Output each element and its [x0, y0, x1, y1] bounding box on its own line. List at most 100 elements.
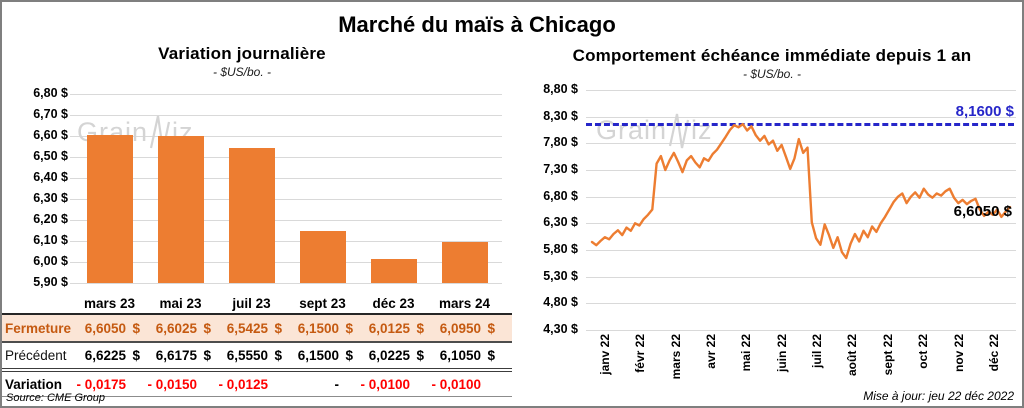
cell-currency: $ [345, 320, 353, 336]
cell-currency: $ [132, 348, 140, 363]
cell-currency: $ [203, 348, 211, 363]
cell-value: 6,5425 [226, 320, 268, 336]
gridline [586, 223, 1016, 225]
gridline [70, 157, 502, 158]
table-cell: - [287, 377, 358, 392]
column-header: mai 23 [159, 295, 202, 311]
table-cell: 6,6050 $ [74, 321, 145, 336]
column-header: déc 23 [372, 295, 415, 311]
y-tick-label: 8,80 $ [543, 82, 578, 96]
y-tick-label: 6,80 $ [33, 86, 68, 100]
gridline [70, 199, 502, 200]
table-cell: - 0,0150 [145, 377, 216, 392]
x-tick-label: juin 22 [774, 334, 789, 373]
table-cell: 6,0125 $ [358, 321, 429, 336]
column-header: mars 23 [83, 295, 136, 311]
y-tick-label: 6,60 $ [33, 128, 68, 142]
table-header-row: mars 23 mai 23 juil 23 sept 23 déc 23 mars 24 [2, 293, 512, 313]
y-tick-label: 6,30 $ [543, 215, 578, 230]
gridline [70, 136, 502, 137]
bar-déc-23 [370, 259, 417, 283]
y-tick-label: 6,10 $ [33, 233, 68, 247]
table-cell: - 0,0125 [216, 377, 287, 392]
cell-value: - 0,0100 [431, 376, 481, 392]
gridline [70, 262, 502, 263]
update-note: Mise à jour: jeu 22 déc 2022 [863, 389, 1014, 403]
gridline [70, 220, 502, 221]
y-tick-label: 5,30 $ [543, 268, 578, 283]
line-chart-subtitle: - $US/bo. - [742, 67, 802, 81]
line-chart-title: Comportement échéance immédiate depuis 1… [572, 46, 972, 65]
cell-value: 6,5550 [226, 348, 268, 363]
page-title: Marché du maïs à Chicago [338, 12, 616, 37]
x-tick-label: janv 22 [598, 334, 612, 375]
cell-value: - 0,0125 [218, 376, 268, 392]
cell-value: 6,6175 [155, 348, 197, 363]
bar-chart-subtitle: - $US/bo. - [212, 65, 272, 79]
y-tick-label: 5,90 $ [33, 275, 68, 289]
gridline [586, 303, 1016, 305]
cell-value: 6,0950 [439, 320, 481, 336]
reference-dashed-line [586, 122, 1014, 126]
x-tick-label: mars 22 [668, 334, 683, 380]
futures-quote-table: mars 23 mai 23 juil 23 sept 23 déc 23 mars 24… [2, 293, 512, 397]
cell-value: 6,1050 [439, 348, 481, 363]
cell-currency: $ [487, 320, 495, 336]
cell-value: - 0,0150 [147, 376, 197, 392]
x-tick-label: mai 22 [739, 334, 754, 372]
cell-currency: $ [487, 348, 495, 363]
table-cell: 6,5425 $ [216, 321, 287, 336]
cell-value: - [334, 376, 340, 392]
row-label-fermeture: Fermeture [5, 320, 72, 336]
gridline [586, 196, 1016, 198]
table-cell: - 0,0100 [429, 377, 500, 392]
table-cell: 6,6225 $ [74, 348, 145, 363]
gridline [586, 116, 1016, 118]
cell-currency: $ [416, 348, 424, 363]
bar-juil-23 [228, 148, 275, 283]
cell-value: 6,6050 [84, 320, 126, 336]
cell-currency: $ [274, 320, 282, 336]
x-tick-label: nov 22 [951, 334, 966, 373]
y-tick-label: 5,80 $ [543, 242, 578, 256]
table-cell: 6,0950 $ [429, 321, 500, 336]
y-tick-label: 6,70 $ [33, 107, 68, 121]
y-tick-label: 4,30 $ [543, 322, 578, 336]
y-tick-label: 7,80 $ [543, 135, 578, 150]
last-price-label: 6,6050 $ [953, 203, 1012, 221]
bar-mars-24 [441, 242, 488, 283]
cell-value: 6,1500 [297, 320, 339, 336]
x-tick-label: sept 22 [880, 334, 895, 376]
x-tick-label: déc 22 [986, 334, 1001, 372]
gridline [586, 330, 1016, 331]
cell-value: - 0,0100 [360, 376, 410, 392]
y-tick-label: 6,30 $ [33, 191, 68, 205]
column-header: sept 23 [299, 295, 346, 311]
bar-mai-23 [157, 135, 204, 283]
bar-chart-title: Variation journalière [158, 44, 326, 63]
cell-value: 6,6025 [155, 320, 197, 336]
y-tick-label: 6,00 $ [33, 254, 68, 268]
cell-value: 6,0225 [368, 348, 410, 363]
cell-value: 6,6225 [84, 348, 126, 363]
watermark-zigzag-icon [668, 113, 690, 149]
table-row-variation: Variation - 0,0175 - 0,0150 - 0,0125 - - 0,0… [2, 372, 512, 397]
x-tick-label: août 22 [845, 334, 860, 377]
y-tick-label: 6,40 $ [33, 170, 68, 184]
column-header: mars 24 [438, 295, 491, 311]
gridline [70, 241, 502, 242]
table-cell: - 0,0100 [358, 377, 429, 392]
y-tick-label: 6,80 $ [543, 188, 578, 203]
watermark-text-left: Grain [596, 114, 668, 145]
table-cell: 6,6175 $ [145, 348, 216, 363]
table-cell: 6,0225 $ [358, 348, 429, 363]
cell-currency: $ [416, 320, 424, 336]
table-cell: 6,6025 $ [145, 321, 216, 336]
gridline [586, 276, 1016, 278]
line-chart-plot-area: Grain iz 8,1600 $ 6,6050 $ [586, 90, 1016, 331]
x-tick-label: oct 22 [916, 334, 931, 369]
table-cell: 6,1050 $ [429, 348, 500, 363]
cell-value: - 0,0175 [76, 376, 126, 392]
y-tick-label: 7,30 $ [543, 162, 578, 176]
